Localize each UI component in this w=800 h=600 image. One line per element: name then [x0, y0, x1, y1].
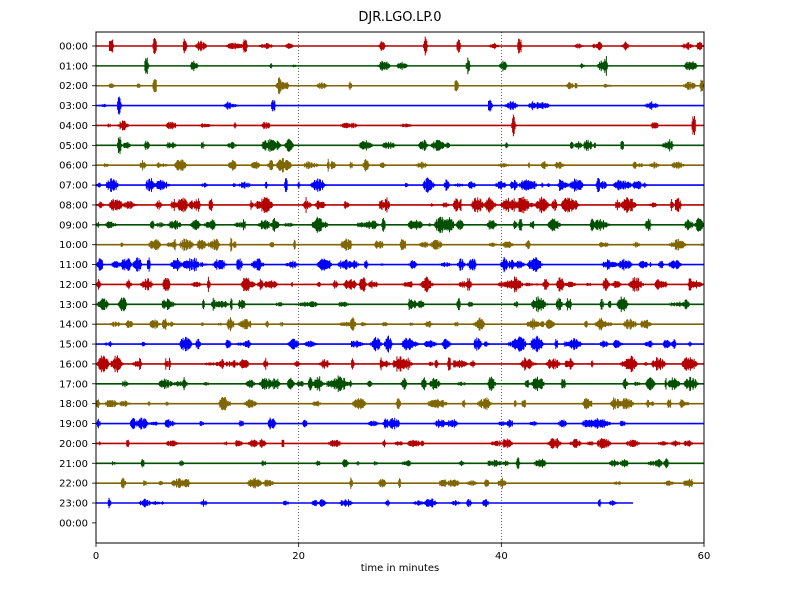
y-tick-label: 03:00 [59, 101, 88, 112]
y-tick-label: 00:00 [59, 42, 88, 53]
y-tick-label: 14:00 [59, 320, 88, 331]
y-tick-label: 17:00 [59, 379, 88, 390]
y-tick-label: 06:00 [59, 161, 88, 172]
y-tick-label: 22:00 [59, 479, 88, 490]
y-tick-label: 07:00 [59, 181, 88, 192]
y-tick-label: 05:00 [59, 141, 88, 152]
y-tick-label: 00:00 [59, 518, 88, 529]
y-tick-label: 13:00 [59, 300, 88, 311]
y-tick-label: 21:00 [59, 459, 88, 470]
y-tick-label: 12:00 [59, 280, 88, 291]
y-tick-label: 11:00 [59, 260, 88, 271]
y-tick-label: 09:00 [59, 220, 88, 231]
y-tick-label: 15:00 [59, 340, 88, 351]
plot-frame [95, 31, 705, 544]
trace-burst [117, 136, 676, 154]
x-axis-label: time in minutes [360, 563, 440, 574]
x-tick-label: 60 [698, 551, 711, 562]
y-tick-label: 19:00 [59, 419, 88, 430]
y-tick-label: 10:00 [59, 240, 88, 251]
trace-burst [108, 77, 704, 95]
x-tick-label: 40 [495, 551, 508, 562]
trace-burst [108, 317, 653, 332]
y-tick-label: 20:00 [59, 439, 88, 450]
y-tick-label: 02:00 [59, 81, 88, 92]
y-tick-label: 18:00 [59, 399, 88, 410]
trace-burst [120, 237, 705, 252]
y-tick-label: 23:00 [59, 499, 88, 510]
y-tick-label: 01:00 [59, 61, 88, 72]
y-tick-label: 16:00 [59, 359, 88, 370]
x-tick-label: 0 [93, 551, 99, 562]
y-tick-label: 08:00 [59, 200, 88, 211]
chart-title: DJR.LGO.LP.0 [358, 10, 442, 25]
x-tick-label: 20 [292, 551, 305, 562]
y-tick-label: 04:00 [59, 121, 88, 132]
